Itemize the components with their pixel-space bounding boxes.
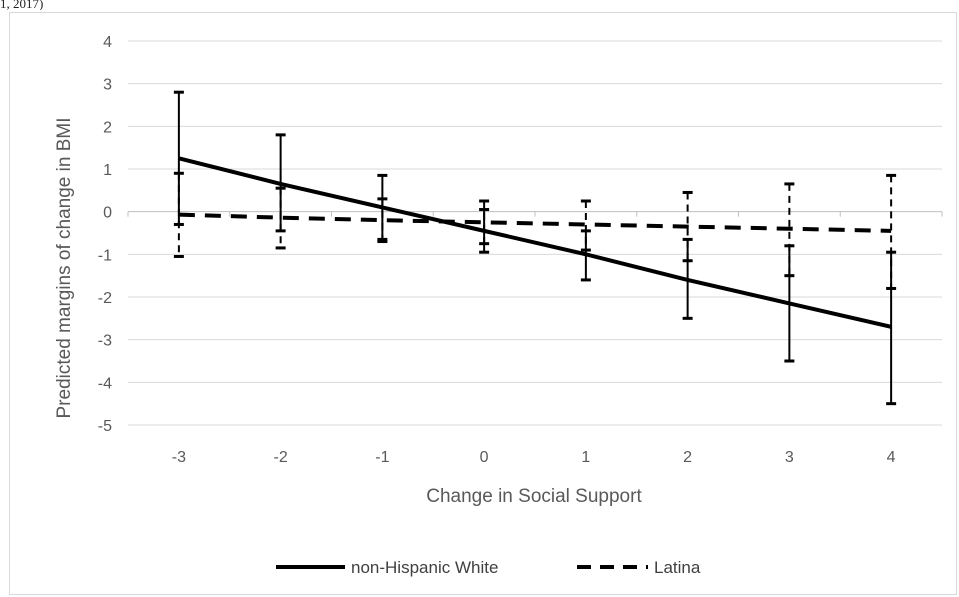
legend: non-Hispanic White Latina xyxy=(276,558,701,577)
y-tick-label: 2 xyxy=(103,119,112,136)
x-tick-label: 2 xyxy=(683,449,692,466)
chart-frame xyxy=(9,12,957,595)
legend-label-series-1: non-Hispanic White xyxy=(351,558,498,577)
gridlines xyxy=(128,40,942,426)
y-tick-label: -4 xyxy=(98,375,112,392)
x-axis xyxy=(127,211,943,217)
y-tick-label: -5 xyxy=(98,418,112,435)
series-2 xyxy=(173,171,897,290)
x-tick-label: 3 xyxy=(785,449,794,466)
top-text-fragment: 1, 2017) xyxy=(0,0,44,10)
y-tick-label: -3 xyxy=(98,333,112,350)
x-axis-tick-labels: -3 -2 -1 0 1 2 3 4 xyxy=(172,449,896,466)
y-tick-label: 4 xyxy=(103,34,112,51)
y-tick-label: 3 xyxy=(103,77,112,94)
y-tick-label: 1 xyxy=(103,162,112,179)
x-tick-label: -2 xyxy=(274,449,288,466)
x-tick-label: -1 xyxy=(375,449,389,466)
y-tick-label: 0 xyxy=(103,205,112,222)
legend-label-series-2: Latina xyxy=(654,558,701,577)
x-tick-label: 4 xyxy=(887,449,896,466)
y-axis-tick-labels: 4 3 2 1 0 -1 -2 -3 -4 -5 xyxy=(98,34,112,435)
x-tick-label: 0 xyxy=(480,449,489,466)
y-axis-title: Predicted margins of change in BMI xyxy=(54,118,75,419)
y-tick-label: -2 xyxy=(98,290,112,307)
x-axis-title: Change in Social Support xyxy=(426,486,642,507)
y-tick-label: -1 xyxy=(98,247,112,264)
series-line xyxy=(178,156,892,329)
series-line xyxy=(178,212,892,233)
series-layer xyxy=(173,90,897,406)
x-tick-label: 1 xyxy=(581,449,590,466)
x-tick-label: -3 xyxy=(172,449,186,466)
